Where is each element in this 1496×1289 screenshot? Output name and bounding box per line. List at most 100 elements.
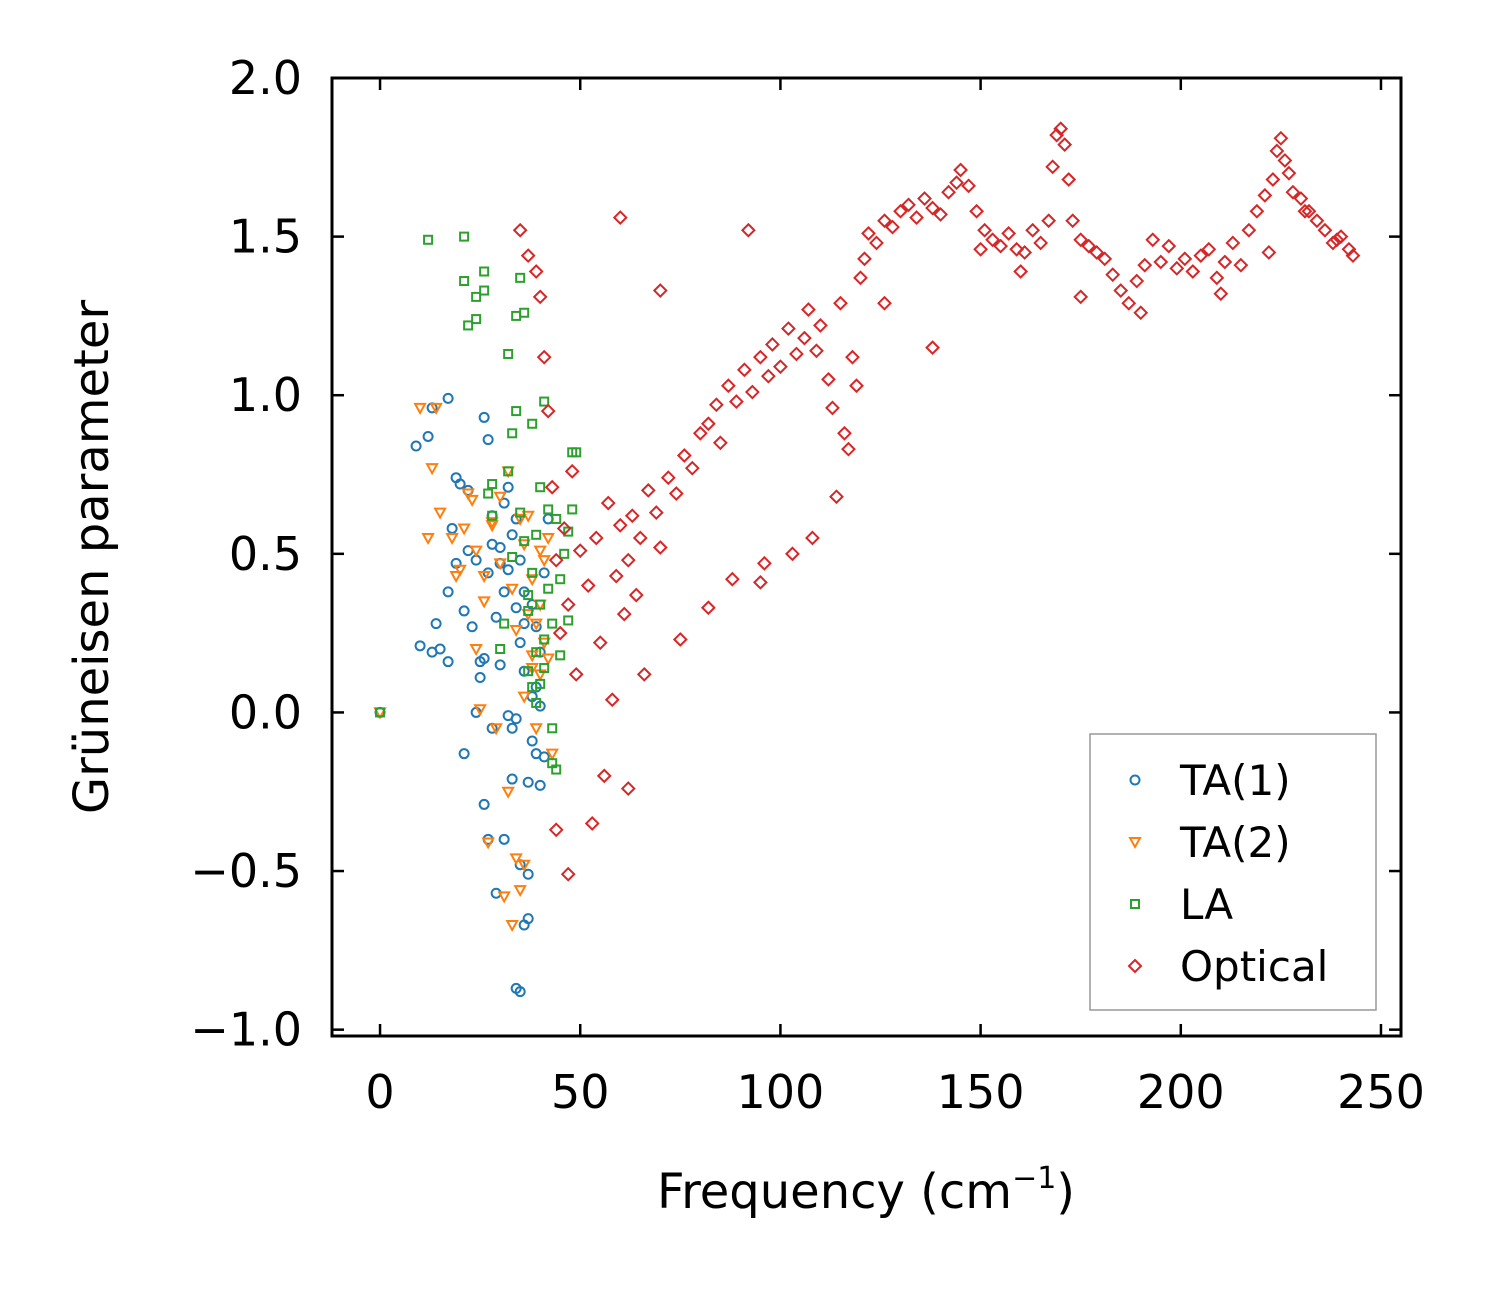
data-point bbox=[538, 567, 550, 579]
data-point bbox=[1293, 191, 1309, 206]
data-point bbox=[1045, 159, 1061, 175]
data-point bbox=[483, 488, 494, 499]
data-point bbox=[592, 635, 608, 651]
data-point bbox=[425, 463, 439, 476]
data-point bbox=[1053, 121, 1069, 137]
data-point bbox=[474, 672, 486, 684]
data-point bbox=[700, 600, 716, 616]
data-point bbox=[502, 481, 514, 493]
data-point bbox=[813, 318, 828, 333]
data-point bbox=[527, 567, 538, 578]
data-point bbox=[953, 162, 969, 178]
data-point bbox=[640, 482, 656, 498]
data-point bbox=[1137, 257, 1153, 273]
data-point bbox=[522, 776, 534, 788]
data-point bbox=[527, 418, 538, 429]
data-point bbox=[534, 779, 546, 791]
data-point bbox=[1073, 232, 1089, 248]
data-point bbox=[1233, 257, 1249, 273]
data-point bbox=[442, 656, 454, 668]
data-point bbox=[497, 891, 511, 904]
data-point bbox=[458, 748, 470, 760]
data-point bbox=[494, 659, 506, 671]
data-point bbox=[473, 704, 487, 717]
data-point bbox=[933, 206, 948, 222]
data-point bbox=[636, 666, 652, 682]
data-point bbox=[829, 489, 844, 505]
data-point bbox=[487, 479, 498, 490]
data-point bbox=[545, 748, 559, 761]
data-point bbox=[973, 241, 989, 257]
data-point bbox=[785, 546, 800, 562]
legend-entry: Optical bbox=[1127, 942, 1328, 991]
data-point bbox=[523, 590, 534, 601]
data-point bbox=[925, 200, 940, 216]
data-point bbox=[507, 552, 518, 562]
data-point bbox=[1017, 245, 1033, 260]
data-point bbox=[463, 320, 474, 331]
data-point bbox=[568, 666, 584, 682]
data-point bbox=[801, 302, 816, 317]
data-point bbox=[529, 618, 543, 631]
data-point bbox=[471, 291, 482, 302]
data-point bbox=[494, 541, 506, 553]
data-point bbox=[413, 402, 427, 415]
data-point bbox=[414, 640, 426, 652]
data-point bbox=[466, 621, 478, 633]
data-point bbox=[519, 307, 530, 318]
data-point bbox=[1217, 254, 1233, 270]
data-point bbox=[877, 213, 892, 229]
data-point bbox=[1329, 232, 1345, 248]
data-point bbox=[736, 362, 752, 378]
data-point bbox=[477, 571, 491, 584]
data-point bbox=[474, 656, 486, 668]
data-point bbox=[539, 663, 550, 674]
data-point bbox=[493, 491, 507, 504]
data-point bbox=[612, 210, 628, 225]
data-point bbox=[1213, 286, 1229, 302]
data-point bbox=[849, 378, 864, 394]
data-point bbox=[1013, 264, 1029, 279]
data-point bbox=[551, 764, 562, 775]
data-point bbox=[1161, 238, 1177, 254]
series-ta-2- bbox=[373, 402, 559, 933]
data-point bbox=[531, 529, 542, 540]
data-point bbox=[525, 574, 539, 587]
data-point bbox=[525, 663, 539, 676]
data-point bbox=[781, 321, 796, 337]
data-point bbox=[555, 574, 566, 585]
data-point bbox=[543, 504, 554, 515]
data-point bbox=[901, 197, 916, 213]
points-layer bbox=[373, 121, 1361, 998]
data-point bbox=[1169, 260, 1185, 276]
data-point bbox=[652, 283, 668, 298]
data-point bbox=[1133, 305, 1149, 321]
data-point bbox=[1285, 184, 1301, 200]
data-point bbox=[560, 597, 576, 612]
data-point bbox=[1269, 143, 1285, 159]
data-point bbox=[1193, 248, 1209, 264]
data-point bbox=[1153, 254, 1169, 270]
data-point bbox=[1309, 213, 1325, 229]
series-optical bbox=[512, 121, 1361, 882]
data-point bbox=[612, 517, 628, 533]
data-point bbox=[485, 517, 499, 530]
data-point bbox=[1297, 203, 1313, 219]
data-point bbox=[537, 555, 551, 568]
data-point bbox=[511, 310, 522, 321]
y-tick-label: −1.0 bbox=[190, 1003, 302, 1057]
data-point bbox=[458, 605, 470, 617]
data-point bbox=[453, 564, 467, 577]
data-point bbox=[588, 530, 604, 546]
data-point bbox=[993, 238, 1009, 254]
data-point bbox=[515, 272, 526, 283]
data-point bbox=[821, 371, 836, 387]
data-point bbox=[498, 833, 510, 845]
data-point bbox=[430, 618, 442, 630]
data-point bbox=[1089, 245, 1105, 260]
data-point bbox=[532, 289, 548, 305]
data-point bbox=[526, 735, 538, 747]
data-point bbox=[471, 314, 482, 325]
data-point bbox=[567, 504, 578, 515]
